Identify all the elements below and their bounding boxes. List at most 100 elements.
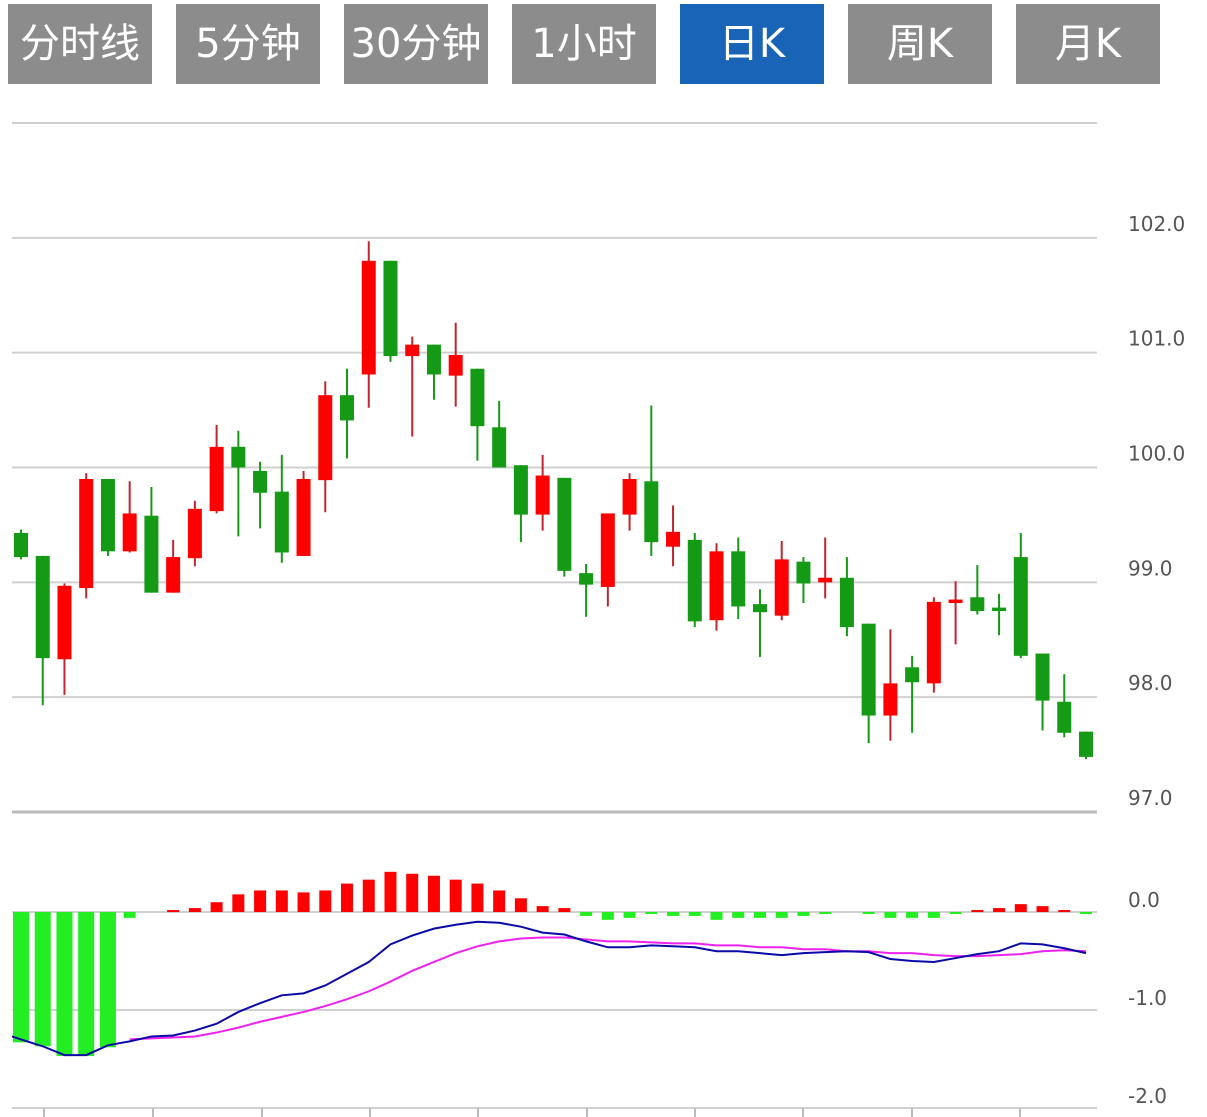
tab-intraday[interactable]: 分时线 xyxy=(8,4,152,84)
macd-histogram-bar xyxy=(210,902,223,912)
macd-histogram-bar xyxy=(993,908,1006,912)
candle-body xyxy=(687,539,702,622)
tab-daily-k[interactable]: 日K xyxy=(680,4,824,84)
tab-weekly-k[interactable]: 周K xyxy=(848,4,992,84)
macd-histogram-bar xyxy=(167,910,180,913)
candle-body xyxy=(1057,701,1072,733)
macd-histogram-bar xyxy=(232,894,245,912)
candle-body xyxy=(579,573,594,585)
candle-body xyxy=(1035,653,1050,701)
macd-histogram-bar xyxy=(667,912,680,916)
macd-histogram-bar xyxy=(13,912,29,1043)
macd-histogram-bar xyxy=(384,871,397,912)
candle-body xyxy=(839,577,854,628)
candle-body xyxy=(383,260,398,357)
tab-monthly-k[interactable]: 月K xyxy=(1016,4,1160,84)
y-tick-label: 99.0 xyxy=(1128,556,1173,580)
macd-histogram-bar xyxy=(927,912,940,918)
candle-body xyxy=(1079,731,1093,757)
macd-histogram-bar xyxy=(56,912,73,1057)
macd-histogram-bar xyxy=(319,890,332,912)
candle-body xyxy=(296,478,311,556)
candle-body xyxy=(187,508,202,559)
macd-histogram-bar xyxy=(449,879,462,912)
candle-body xyxy=(448,354,463,376)
candle-body xyxy=(905,667,920,683)
candle-body xyxy=(709,551,724,621)
candle-body xyxy=(818,577,833,583)
macd-histogram-bar xyxy=(623,912,636,918)
y-tick-label: -2.0 xyxy=(1128,1084,1167,1108)
macd-histogram-bar xyxy=(645,912,658,914)
candle-body xyxy=(774,559,789,616)
candle-body xyxy=(861,623,876,716)
macd-histogram-bar xyxy=(732,912,745,918)
macd-histogram-bar xyxy=(580,912,593,916)
tab-5min[interactable]: 5分钟 xyxy=(176,4,320,84)
tab-30min[interactable]: 30分钟 xyxy=(344,4,488,84)
candle-body xyxy=(926,601,941,684)
macd-histogram-bar xyxy=(558,908,571,912)
candle-body xyxy=(57,585,72,660)
macd-histogram-bar xyxy=(254,890,267,912)
macd-histogram-bar xyxy=(99,912,116,1048)
macd-histogram-bar xyxy=(493,890,506,912)
macd-histogram-bar xyxy=(862,912,875,914)
candle-body xyxy=(992,607,1007,612)
macd-histogram-bar xyxy=(775,912,788,918)
macd-histogram-bar xyxy=(949,912,962,914)
macd-histogram-bar xyxy=(971,910,984,913)
macd-histogram-bar xyxy=(753,912,766,918)
y-tick-label: 101.0 xyxy=(1128,327,1185,351)
macd-histogram-bar xyxy=(601,912,614,920)
macd-histogram-bar xyxy=(536,906,549,912)
candle-body xyxy=(122,513,137,552)
macd-histogram-bar xyxy=(427,875,440,912)
macd-histogram-bar xyxy=(78,912,95,1057)
tab-1hour[interactable]: 1小时 xyxy=(512,4,656,84)
candle-body xyxy=(340,395,355,421)
macd-histogram-bar xyxy=(34,912,51,1047)
macd-histogram-bar xyxy=(884,912,897,918)
candle-body xyxy=(796,561,811,584)
candle-body xyxy=(426,344,441,375)
candle-body xyxy=(622,478,637,515)
macd-histogram-bar xyxy=(275,890,288,912)
candle-body xyxy=(470,368,485,427)
candle-body xyxy=(492,427,507,468)
dea-line xyxy=(129,936,1087,1041)
candle-body xyxy=(274,491,289,553)
candle-body xyxy=(144,515,159,593)
macd-histogram-bar xyxy=(1080,912,1092,914)
macd-histogram-bar xyxy=(406,873,419,912)
candle-body xyxy=(14,532,28,558)
candle-body xyxy=(883,683,898,716)
y-tick-label: 97.0 xyxy=(1128,786,1173,810)
candle-body xyxy=(100,478,115,552)
candle-body xyxy=(513,465,528,515)
macd-histogram-bar xyxy=(819,912,832,914)
macd-histogram-bar xyxy=(906,912,919,918)
macd-histogram-bar xyxy=(688,912,701,916)
y-tick-label: 102.0 xyxy=(1128,212,1185,236)
macd-histogram-bar xyxy=(188,908,201,912)
candle-body xyxy=(731,551,746,607)
candle-body xyxy=(253,470,268,493)
candle-body xyxy=(557,477,572,571)
y-tick-label: 98.0 xyxy=(1128,671,1173,695)
macd-histogram-bar xyxy=(1014,904,1027,912)
candle-body xyxy=(361,260,376,375)
candle-body xyxy=(970,597,985,612)
macd-histogram-bar xyxy=(297,892,310,912)
macd-histogram-bar xyxy=(471,883,484,912)
macd-histogram-bar xyxy=(341,883,354,912)
macd-histogram-bar xyxy=(710,912,723,920)
candle-body xyxy=(752,604,767,613)
candle-body xyxy=(666,531,681,547)
macd-histogram-bar xyxy=(1058,910,1071,913)
y-tick-label: 100.0 xyxy=(1128,442,1185,466)
candle-body xyxy=(35,555,50,659)
candle-body xyxy=(79,478,94,589)
candle-body xyxy=(231,446,246,468)
